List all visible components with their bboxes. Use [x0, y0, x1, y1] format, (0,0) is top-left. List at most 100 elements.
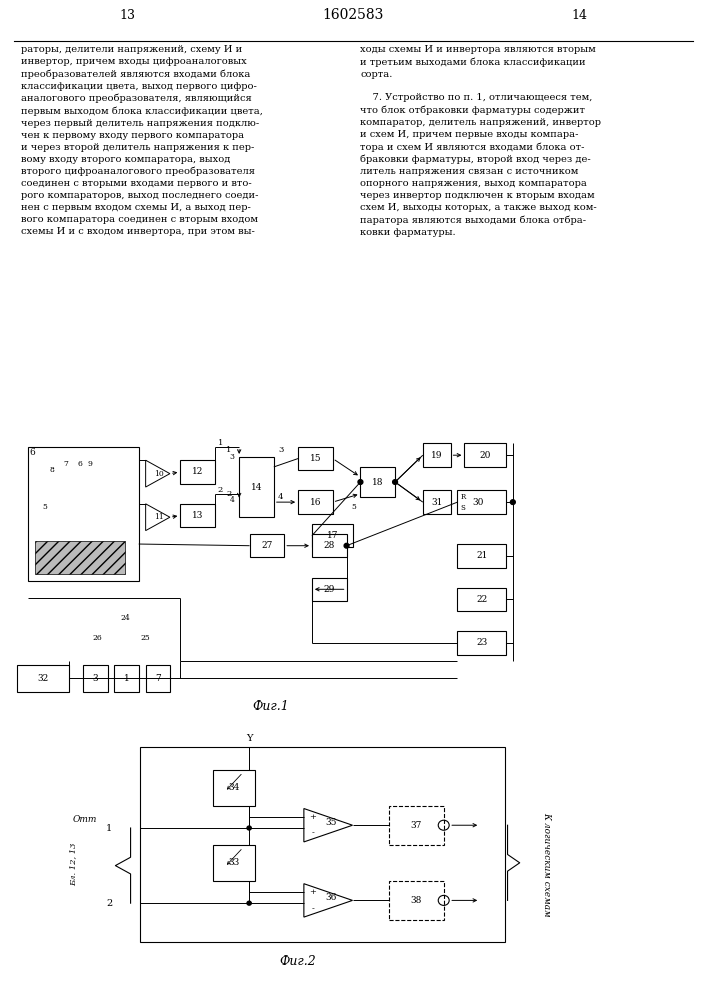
Bar	[298, 447, 333, 470]
Polygon shape	[304, 884, 353, 917]
Text: 5: 5	[42, 503, 47, 511]
Bar	[180, 460, 215, 484]
Text: 10: 10	[154, 470, 164, 478]
Text: +: +	[310, 888, 317, 896]
Text: 2: 2	[226, 490, 231, 498]
Bar	[115, 665, 139, 692]
Text: 8: 8	[49, 466, 54, 474]
Text: 19: 19	[431, 451, 443, 460]
Circle shape	[510, 500, 515, 504]
Polygon shape	[304, 809, 353, 842]
Text: 38: 38	[411, 896, 422, 905]
Bar	[213, 845, 255, 881]
Text: 25: 25	[141, 634, 151, 642]
Text: 16: 16	[310, 498, 321, 507]
Text: 4: 4	[230, 496, 235, 504]
Text: 34: 34	[228, 783, 240, 792]
Text: 3: 3	[93, 674, 98, 683]
Text: 1: 1	[124, 674, 129, 683]
Text: 2: 2	[106, 899, 112, 908]
Bar	[361, 467, 395, 497]
Text: 32: 32	[37, 674, 49, 683]
Circle shape	[247, 826, 251, 830]
Text: 3: 3	[278, 446, 284, 454]
Bar	[140, 747, 505, 942]
Bar	[312, 534, 346, 557]
Text: 36: 36	[325, 893, 337, 902]
Text: 11: 11	[154, 513, 164, 521]
Text: 30: 30	[472, 498, 484, 507]
Bar	[423, 443, 450, 467]
Text: 35: 35	[325, 818, 337, 827]
Text: 12: 12	[192, 467, 204, 476]
Text: Фиг.1: Фиг.1	[252, 700, 288, 713]
Text: 27: 27	[261, 541, 273, 550]
Bar	[180, 504, 215, 527]
Text: 29: 29	[324, 585, 335, 594]
Bar	[457, 490, 506, 514]
Text: 33: 33	[228, 858, 240, 867]
Text: +: +	[310, 813, 317, 821]
Bar	[298, 490, 333, 514]
Bar	[239, 457, 274, 517]
Text: 1: 1	[226, 446, 231, 454]
Bar	[389, 806, 444, 845]
Text: 20: 20	[479, 451, 491, 460]
Bar	[464, 443, 506, 467]
Text: 5: 5	[351, 503, 356, 511]
Text: 7: 7	[155, 674, 160, 683]
Text: Бл. 12, 13: Бл. 12, 13	[69, 842, 77, 886]
Text: Отт: Отт	[73, 815, 97, 824]
Text: 22: 22	[476, 595, 487, 604]
Text: 1: 1	[106, 824, 112, 833]
Text: 9: 9	[88, 460, 93, 468]
Text: 26: 26	[93, 634, 102, 642]
Text: -: -	[312, 830, 315, 838]
Text: 18: 18	[372, 478, 383, 487]
Text: 21: 21	[476, 551, 487, 560]
Text: 28: 28	[324, 541, 335, 550]
Bar	[35, 541, 125, 574]
Text: ходы схемы И и инвертора являются вторым
и третьим выходами блока классификации
: ходы схемы И и инвертора являются вторым…	[360, 45, 601, 237]
Text: 2: 2	[218, 486, 223, 494]
Polygon shape	[146, 460, 170, 487]
Polygon shape	[146, 504, 170, 531]
Bar	[18, 665, 69, 692]
Text: 4: 4	[278, 493, 284, 501]
Text: 24: 24	[120, 614, 129, 622]
Text: 7: 7	[64, 460, 69, 468]
Text: 14: 14	[572, 9, 588, 22]
Text: раторы, делители напряжений, схему И и
инвертор, причем входы цифроаналоговых
пр: раторы, делители напряжений, схему И и и…	[21, 45, 263, 236]
Text: К логическим схемам: К логическим схемам	[542, 812, 551, 917]
Bar	[250, 534, 284, 557]
Bar	[457, 631, 506, 655]
Circle shape	[358, 480, 363, 484]
Bar	[389, 881, 444, 920]
Bar	[423, 490, 450, 514]
Text: S: S	[460, 504, 465, 512]
Text: 15: 15	[310, 454, 321, 463]
Text: 3: 3	[230, 453, 235, 461]
Text: 1602583: 1602583	[323, 8, 384, 22]
Text: Фиг.2: Фиг.2	[279, 955, 316, 968]
Bar	[146, 665, 170, 692]
Bar	[457, 588, 506, 611]
Bar	[28, 447, 139, 581]
Circle shape	[392, 480, 397, 484]
Bar	[312, 578, 346, 601]
Text: 31: 31	[431, 498, 443, 507]
Text: 17: 17	[327, 531, 339, 540]
Circle shape	[247, 901, 251, 905]
Text: 13: 13	[192, 511, 204, 520]
Text: 1: 1	[218, 439, 223, 447]
Bar	[457, 544, 506, 568]
Text: 23: 23	[476, 638, 487, 647]
Bar	[213, 770, 255, 806]
Text: 37: 37	[411, 821, 422, 830]
Circle shape	[344, 543, 349, 548]
Text: 6: 6	[30, 448, 35, 457]
Text: -: -	[312, 905, 315, 913]
Text: 14: 14	[251, 483, 262, 492]
Text: Y: Y	[246, 734, 252, 743]
Text: 13: 13	[119, 9, 135, 22]
